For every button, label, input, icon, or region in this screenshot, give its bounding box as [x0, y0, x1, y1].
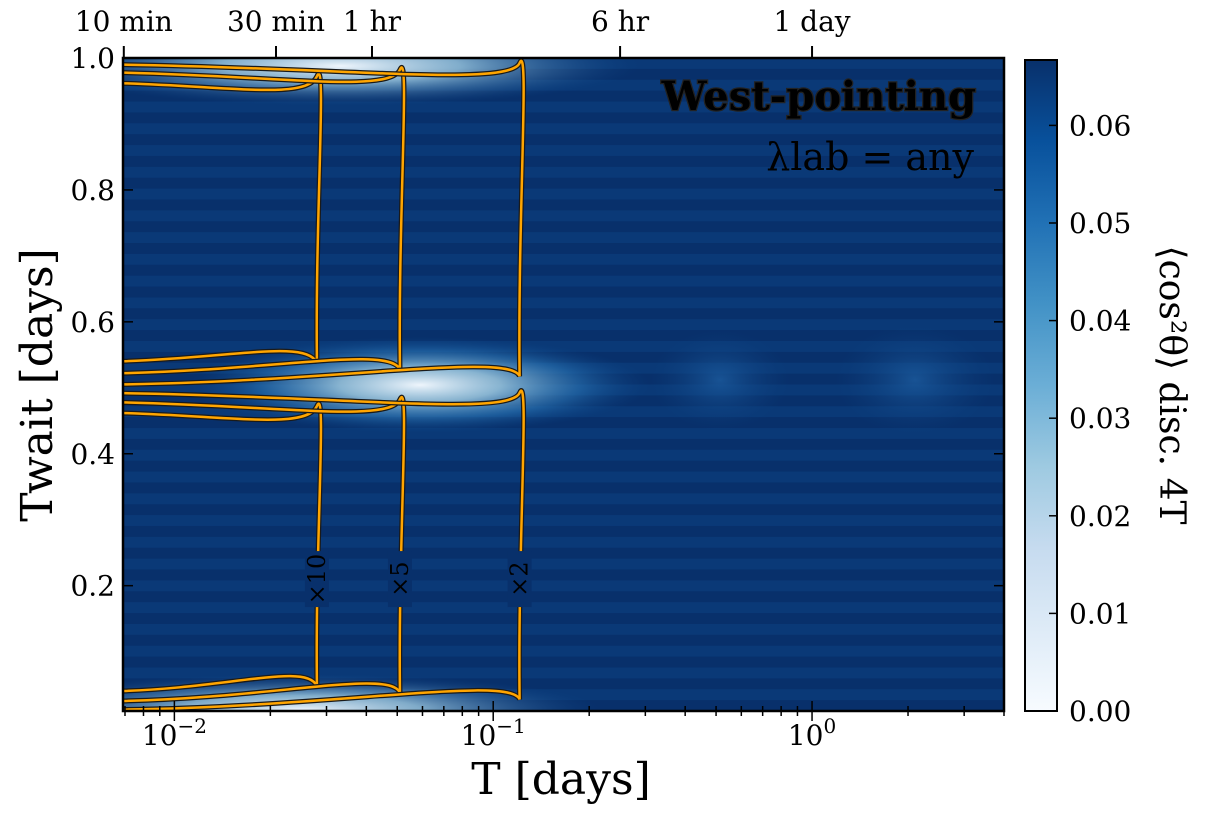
- contour-line: [123, 402, 323, 693]
- y-tick-label: 0.4: [70, 438, 115, 471]
- x-axis-label: T [days]: [471, 754, 651, 805]
- colorbar-tick-label: 0.02: [1069, 500, 1131, 533]
- colorbar-tick-label: 0.01: [1069, 597, 1131, 630]
- contour-line: [123, 395, 406, 703]
- y-tick-label: 0.6: [70, 306, 115, 339]
- top-tick-label: 6 hr: [591, 5, 650, 38]
- contour-lines: ×10 ×5 ×2: [123, 58, 534, 711]
- x-tick-label: 10−2: [142, 714, 207, 752]
- top-tick-label: 1 day: [773, 5, 850, 38]
- x-axis: 10−2 10−1 100: [124, 701, 1005, 752]
- colorbar-tick-label: 0.05: [1069, 207, 1131, 240]
- colorbar-tick-label: 0.04: [1069, 305, 1131, 338]
- contour-line: [123, 59, 525, 386]
- colorbar-tick-label: 0.03: [1069, 402, 1131, 435]
- contour-line: [123, 389, 525, 711]
- colorbar: [1024, 59, 1058, 712]
- y-tick-label: 0.2: [70, 570, 115, 603]
- contour-label: ×2: [506, 561, 534, 596]
- colorbar-ticks: 0.00 0.01 0.02 0.03 0.04 0.05 0.06: [1049, 109, 1131, 728]
- chart-title: West-pointing: [661, 73, 976, 120]
- y-axis: 0.2 0.4 0.6 0.8 1.0: [70, 42, 1004, 603]
- top-tick-label: 30 min: [227, 5, 325, 38]
- top-tick-label: 1 hr: [343, 5, 402, 38]
- top-tick-label: 10 min: [75, 5, 173, 38]
- contour-line: [123, 72, 323, 364]
- y-tick-label: 0.8: [70, 174, 115, 207]
- contour-line: [123, 66, 406, 375]
- y-axis-label: Twait [days]: [12, 248, 63, 522]
- plot-frame: [121, 56, 1006, 713]
- colorbar-tick-label: 0.06: [1069, 109, 1131, 142]
- x-tick-label: 10−1: [461, 714, 526, 752]
- top-axis: 10 min 30 min 1 hr 6 hr 1 day: [75, 5, 851, 58]
- colorbar-label: ⟨cos²θ⟩ disc. 4T: [1151, 246, 1192, 525]
- contour-label: ×10: [303, 554, 331, 605]
- y-tick-label: 1.0: [70, 42, 115, 75]
- contour-label: ×5: [386, 561, 414, 596]
- colorbar-tick-label: 0.00: [1069, 695, 1131, 728]
- x-tick-label: 100: [788, 714, 836, 752]
- annotation-lambda: λlab = any: [766, 135, 974, 179]
